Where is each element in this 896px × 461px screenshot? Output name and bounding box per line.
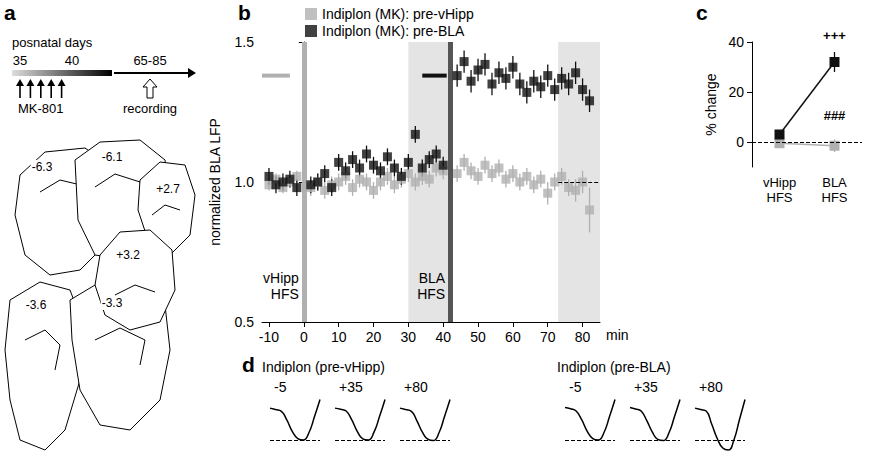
svg-text:30: 30 [401, 329, 417, 345]
svg-text:70: 70 [540, 329, 556, 345]
svg-text:+80: +80 [699, 379, 723, 395]
svg-text:0: 0 [300, 329, 308, 345]
svg-text:60: 60 [505, 329, 521, 345]
svg-text:-10: -10 [259, 329, 279, 345]
svg-text:65-85: 65-85 [133, 53, 166, 68]
svg-text:vHipp: vHipp [263, 270, 299, 286]
svg-text:20: 20 [366, 329, 382, 345]
svg-text:1.5: 1.5 [235, 34, 255, 50]
svg-text:1.0: 1.0 [235, 174, 255, 190]
svg-text:a: a [4, 1, 16, 24]
svg-text:80: 80 [575, 329, 591, 345]
svg-text:posnatal days: posnatal days [12, 35, 93, 50]
svg-text:HFS: HFS [417, 286, 445, 302]
svg-text:Indiplon (pre-vHipp): Indiplon (pre-vHipp) [262, 359, 385, 375]
svg-text:40: 40 [65, 53, 79, 68]
svg-text:-5: -5 [569, 379, 582, 395]
svg-text:35: 35 [13, 53, 27, 68]
svg-text:Indiplon (pre-BLA): Indiplon (pre-BLA) [557, 359, 671, 375]
svg-text:40: 40 [435, 329, 451, 345]
svg-text:normalized BLA LFP: normalized BLA LFP [207, 118, 223, 246]
svg-text:min: min [606, 327, 629, 343]
svg-text:BLA: BLA [822, 175, 847, 190]
svg-text:-3.3: -3.3 [102, 296, 123, 310]
svg-text:% change: % change [703, 73, 719, 135]
svg-text:+35: +35 [339, 379, 363, 395]
svg-text:20: 20 [728, 84, 744, 100]
svg-text:-6.1: -6.1 [102, 150, 123, 164]
svg-text:0.5: 0.5 [235, 314, 255, 330]
svg-text:HFS: HFS [767, 190, 793, 205]
svg-text:c: c [696, 1, 708, 24]
svg-text:+80: +80 [404, 379, 428, 395]
svg-text:40: 40 [728, 34, 744, 50]
svg-text:+++: +++ [823, 28, 846, 43]
svg-text:50: 50 [470, 329, 486, 345]
svg-text:###: ### [824, 108, 846, 123]
svg-text:recording: recording [123, 101, 177, 116]
svg-text:0: 0 [736, 134, 744, 150]
svg-text:+35: +35 [634, 379, 658, 395]
svg-text:+3.2: +3.2 [116, 248, 140, 262]
svg-text:10: 10 [331, 329, 347, 345]
svg-text:HFS: HFS [822, 190, 848, 205]
svg-text:b: b [238, 1, 251, 24]
svg-text:Indiplon (MK): pre-vHipp: Indiplon (MK): pre-vHipp [322, 6, 474, 22]
svg-text:HFS: HFS [271, 286, 299, 302]
svg-text:vHipp: vHipp [763, 175, 796, 190]
svg-text:MK-801: MK-801 [18, 101, 64, 116]
svg-text:BLA: BLA [419, 270, 446, 286]
svg-text:-3.6: -3.6 [26, 298, 47, 312]
svg-text:-5: -5 [274, 379, 287, 395]
svg-text:+2.7: +2.7 [156, 182, 180, 196]
svg-text:d: d [242, 353, 255, 376]
svg-text:-6.3: -6.3 [32, 160, 53, 174]
svg-text:Indiplon (MK): pre-BLA: Indiplon (MK): pre-BLA [322, 23, 465, 39]
